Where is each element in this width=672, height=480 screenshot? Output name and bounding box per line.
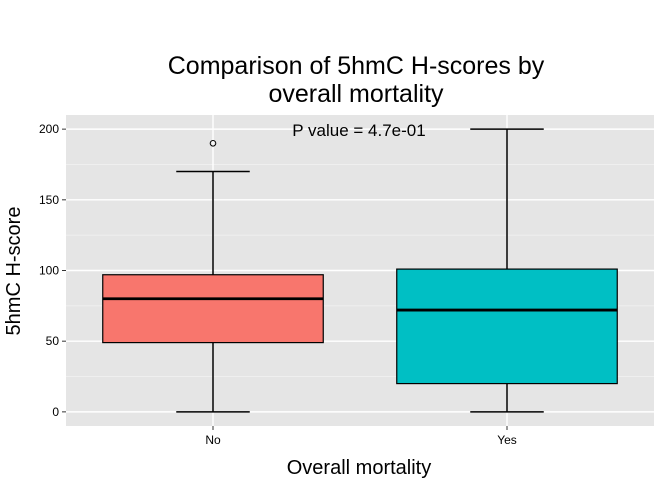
y-tick-label: 150 (39, 193, 59, 207)
box-no (102, 139, 324, 413)
y-tick-label: 100 (39, 264, 59, 278)
y-axis: 0 50 100 150 200 (39, 122, 66, 419)
x-axis-title: Overall mortality (287, 457, 431, 479)
y-tick-label: 200 (39, 122, 59, 136)
p-value-annotation: P value = 4.7e-01 (292, 121, 425, 140)
y-tick-label: 0 (52, 405, 59, 419)
y-tick-label: 50 (46, 334, 60, 348)
x-tick-label: No (205, 433, 221, 447)
box-iqr (396, 268, 618, 385)
box-group (102, 128, 618, 413)
chart-title-line1: Comparison of 5hmC H-scores by (168, 52, 545, 80)
box-iqr (102, 274, 324, 344)
chart-title-line2: overall mortality (268, 80, 444, 108)
box-yes (396, 128, 618, 413)
outlier-point (209, 139, 217, 147)
x-axis: No Yes (205, 426, 517, 447)
y-axis-title: 5hmC H-score (3, 207, 25, 336)
x-tick-label: Yes (497, 433, 517, 447)
